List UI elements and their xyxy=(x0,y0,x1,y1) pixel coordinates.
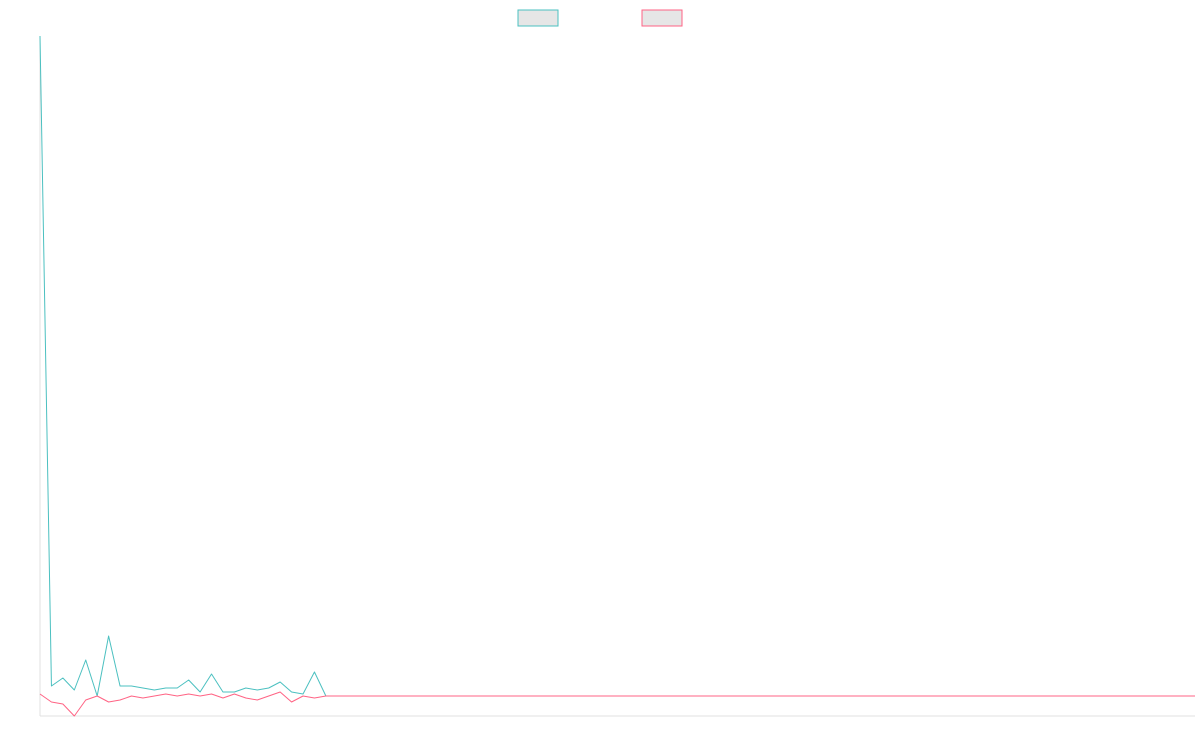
legend-swatch-2[interactable] xyxy=(641,9,683,27)
chart-axes xyxy=(39,36,1195,717)
series-layer xyxy=(39,35,1195,717)
chart-legend xyxy=(517,9,683,27)
series-line-1 xyxy=(39,35,1195,697)
series-line-2 xyxy=(39,691,1195,717)
legend-swatch-1[interactable] xyxy=(517,9,559,27)
